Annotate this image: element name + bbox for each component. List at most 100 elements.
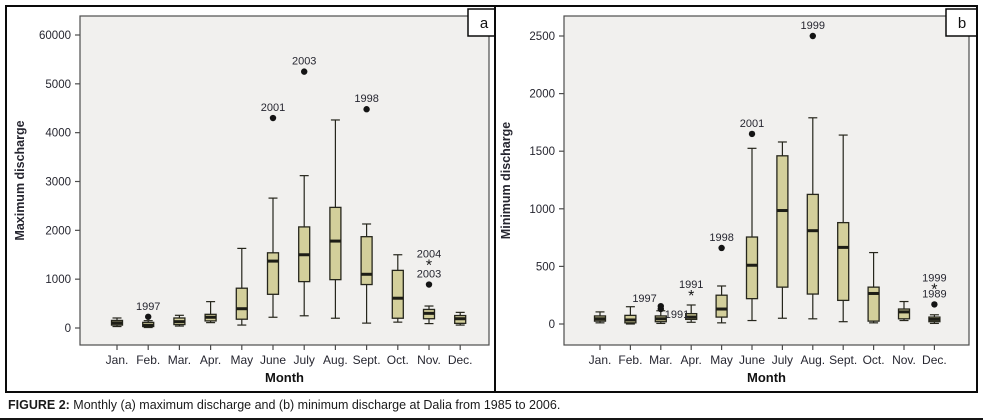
- outlier-dot-marker: [748, 130, 756, 138]
- outlier-year-label: 1997: [136, 301, 160, 313]
- x-tick-label-month: Nov.: [892, 353, 916, 367]
- x-tick-label-month: June: [739, 353, 765, 367]
- iqr-box: [266, 252, 280, 295]
- x-tick-label-month: Oct.: [387, 353, 409, 367]
- panel-letter: b: [958, 15, 966, 32]
- boxplot-b-minimum-discharge: 0 500 1000 1500 2000 2500 Jan. Feb. Mar. Apr. May J…: [499, 8, 976, 385]
- y-tick-label: 500: [536, 261, 555, 273]
- iqr-box: [776, 155, 789, 288]
- box-plot-Dec: [454, 311, 467, 326]
- y-axis-title: Minimum discharge: [499, 122, 513, 239]
- iqr-box: [745, 236, 759, 300]
- box-plot-Mar: [173, 314, 186, 327]
- outlier-star-marker: *: [688, 288, 694, 305]
- outlier-dot-marker: [363, 106, 370, 113]
- outlier-year-label: 1997: [632, 293, 656, 305]
- box-plot-July: [776, 141, 789, 319]
- figure-caption: FIGURE 2: Monthly (a) maximum discharge …: [8, 398, 978, 412]
- box-plot-Oct: [867, 251, 880, 324]
- iqr-box: [391, 269, 404, 319]
- outlier-dot-marker: [809, 32, 816, 40]
- x-tick-label-month: Nov.: [417, 353, 441, 367]
- box-plot-Jan: [593, 311, 607, 324]
- y-tick-label: 5000: [45, 79, 71, 91]
- outlier-dot-marker: [657, 305, 664, 313]
- x-tick-label-month: Aug.: [800, 353, 825, 367]
- caption-label: FIGURE 2:: [8, 398, 70, 412]
- outlier-year-label: 2001: [740, 118, 764, 130]
- box-plot-May: [235, 247, 248, 326]
- y-tick-label: 2000: [45, 225, 71, 237]
- y-tick-label: 2500: [529, 31, 555, 43]
- box-plot-Jan: [110, 317, 124, 328]
- box-plot-May: [715, 285, 728, 324]
- outlier-year-label: 1998: [354, 93, 378, 105]
- panel-letter: a: [480, 15, 489, 32]
- box-plot-Dec: [928, 314, 941, 325]
- outlier-year-label: 1989: [922, 288, 946, 300]
- y-tick-label: 60000: [39, 30, 71, 42]
- outlier-year-label: 2001: [261, 102, 285, 114]
- figure-2-box: 0 1000 2000 3000 4000 5000 60000 Jan. Feb. Mar. Ap…: [5, 5, 978, 393]
- outlier-2001: 2001: [740, 118, 764, 138]
- iqr-box: [837, 221, 850, 302]
- plot-area: [79, 15, 490, 346]
- x-tick-label-month: Sept.: [829, 353, 857, 367]
- outlier-star-marker: *: [931, 281, 937, 298]
- x-tick-label-month: Jan.: [589, 353, 612, 367]
- outlier-year-label: 2003: [417, 269, 441, 281]
- box-plot-Feb: [142, 320, 155, 329]
- x-tick-label-month: Feb.: [136, 353, 160, 367]
- box-plot-June: [266, 197, 280, 318]
- outlier-year-label: 1998: [709, 232, 733, 244]
- outlier-1991: 1991: [657, 305, 689, 321]
- x-tick-label-month: Mar.: [649, 353, 672, 367]
- iqr-box: [806, 193, 819, 295]
- box-plot-Apr: [685, 304, 698, 323]
- outlier-1997: 1997: [136, 301, 160, 320]
- outlier-year-label: 1991: [679, 279, 703, 291]
- panel-b-minimum-discharge: 0 500 1000 1500 2000 2500 Jan. Feb. Mar. Apr. May J…: [494, 7, 978, 391]
- caption-text: Monthly (a) maximum discharge and (b) mi…: [69, 398, 561, 412]
- box-plot-July: [298, 175, 311, 317]
- iqr-box: [360, 236, 373, 286]
- box-plot-Oct: [391, 254, 404, 323]
- outlier-2003: 2003: [292, 56, 316, 75]
- box-plot-June: [745, 147, 759, 322]
- x-tick-label-month: July: [294, 353, 315, 367]
- box-plot-Aug: [806, 117, 819, 320]
- outlier-1989: 1989: [922, 288, 947, 308]
- outlier-dot-marker: [301, 68, 308, 75]
- iqr-box: [897, 308, 911, 320]
- outlier-2004: *2004: [417, 249, 441, 275]
- outlier-dot-marker: [145, 313, 152, 320]
- x-tick-label-month: Aug.: [323, 353, 348, 367]
- x-tick-label-month: Apr.: [681, 353, 702, 367]
- panel-letter-box: [945, 8, 976, 37]
- x-tick-label-month: Dec.: [448, 353, 473, 367]
- x-axis-title: Month: [747, 370, 786, 385]
- y-tick-label: 4000: [45, 128, 71, 140]
- y-tick-label: 3000: [45, 177, 71, 189]
- x-tick-label-month: Sept.: [353, 353, 381, 367]
- y-tick-label: 0: [549, 319, 555, 331]
- outlier-1998: 1998: [354, 93, 379, 113]
- outlier-dot-marker: [718, 244, 725, 252]
- outlier-2003: 2003: [417, 269, 441, 288]
- y-tick-label: 1500: [529, 146, 555, 158]
- iqr-box: [715, 294, 728, 318]
- y-tick-label: 1000: [45, 274, 71, 286]
- plot-area: [563, 15, 970, 346]
- outlier-1991: *1991: [679, 279, 703, 305]
- box-plot-Aug: [329, 119, 342, 319]
- x-tick-label-month: May: [710, 353, 733, 367]
- outlier-dot-marker: [269, 114, 277, 122]
- box-plot-Nov: [897, 300, 911, 322]
- iqr-box: [235, 287, 248, 320]
- outlier-2001: 2001: [261, 102, 285, 122]
- x-tick-label-month: July: [772, 353, 793, 367]
- panel-letter-box: [467, 8, 496, 37]
- outlier-year-label: 1999: [801, 20, 825, 32]
- box-plot-Sept: [360, 223, 373, 324]
